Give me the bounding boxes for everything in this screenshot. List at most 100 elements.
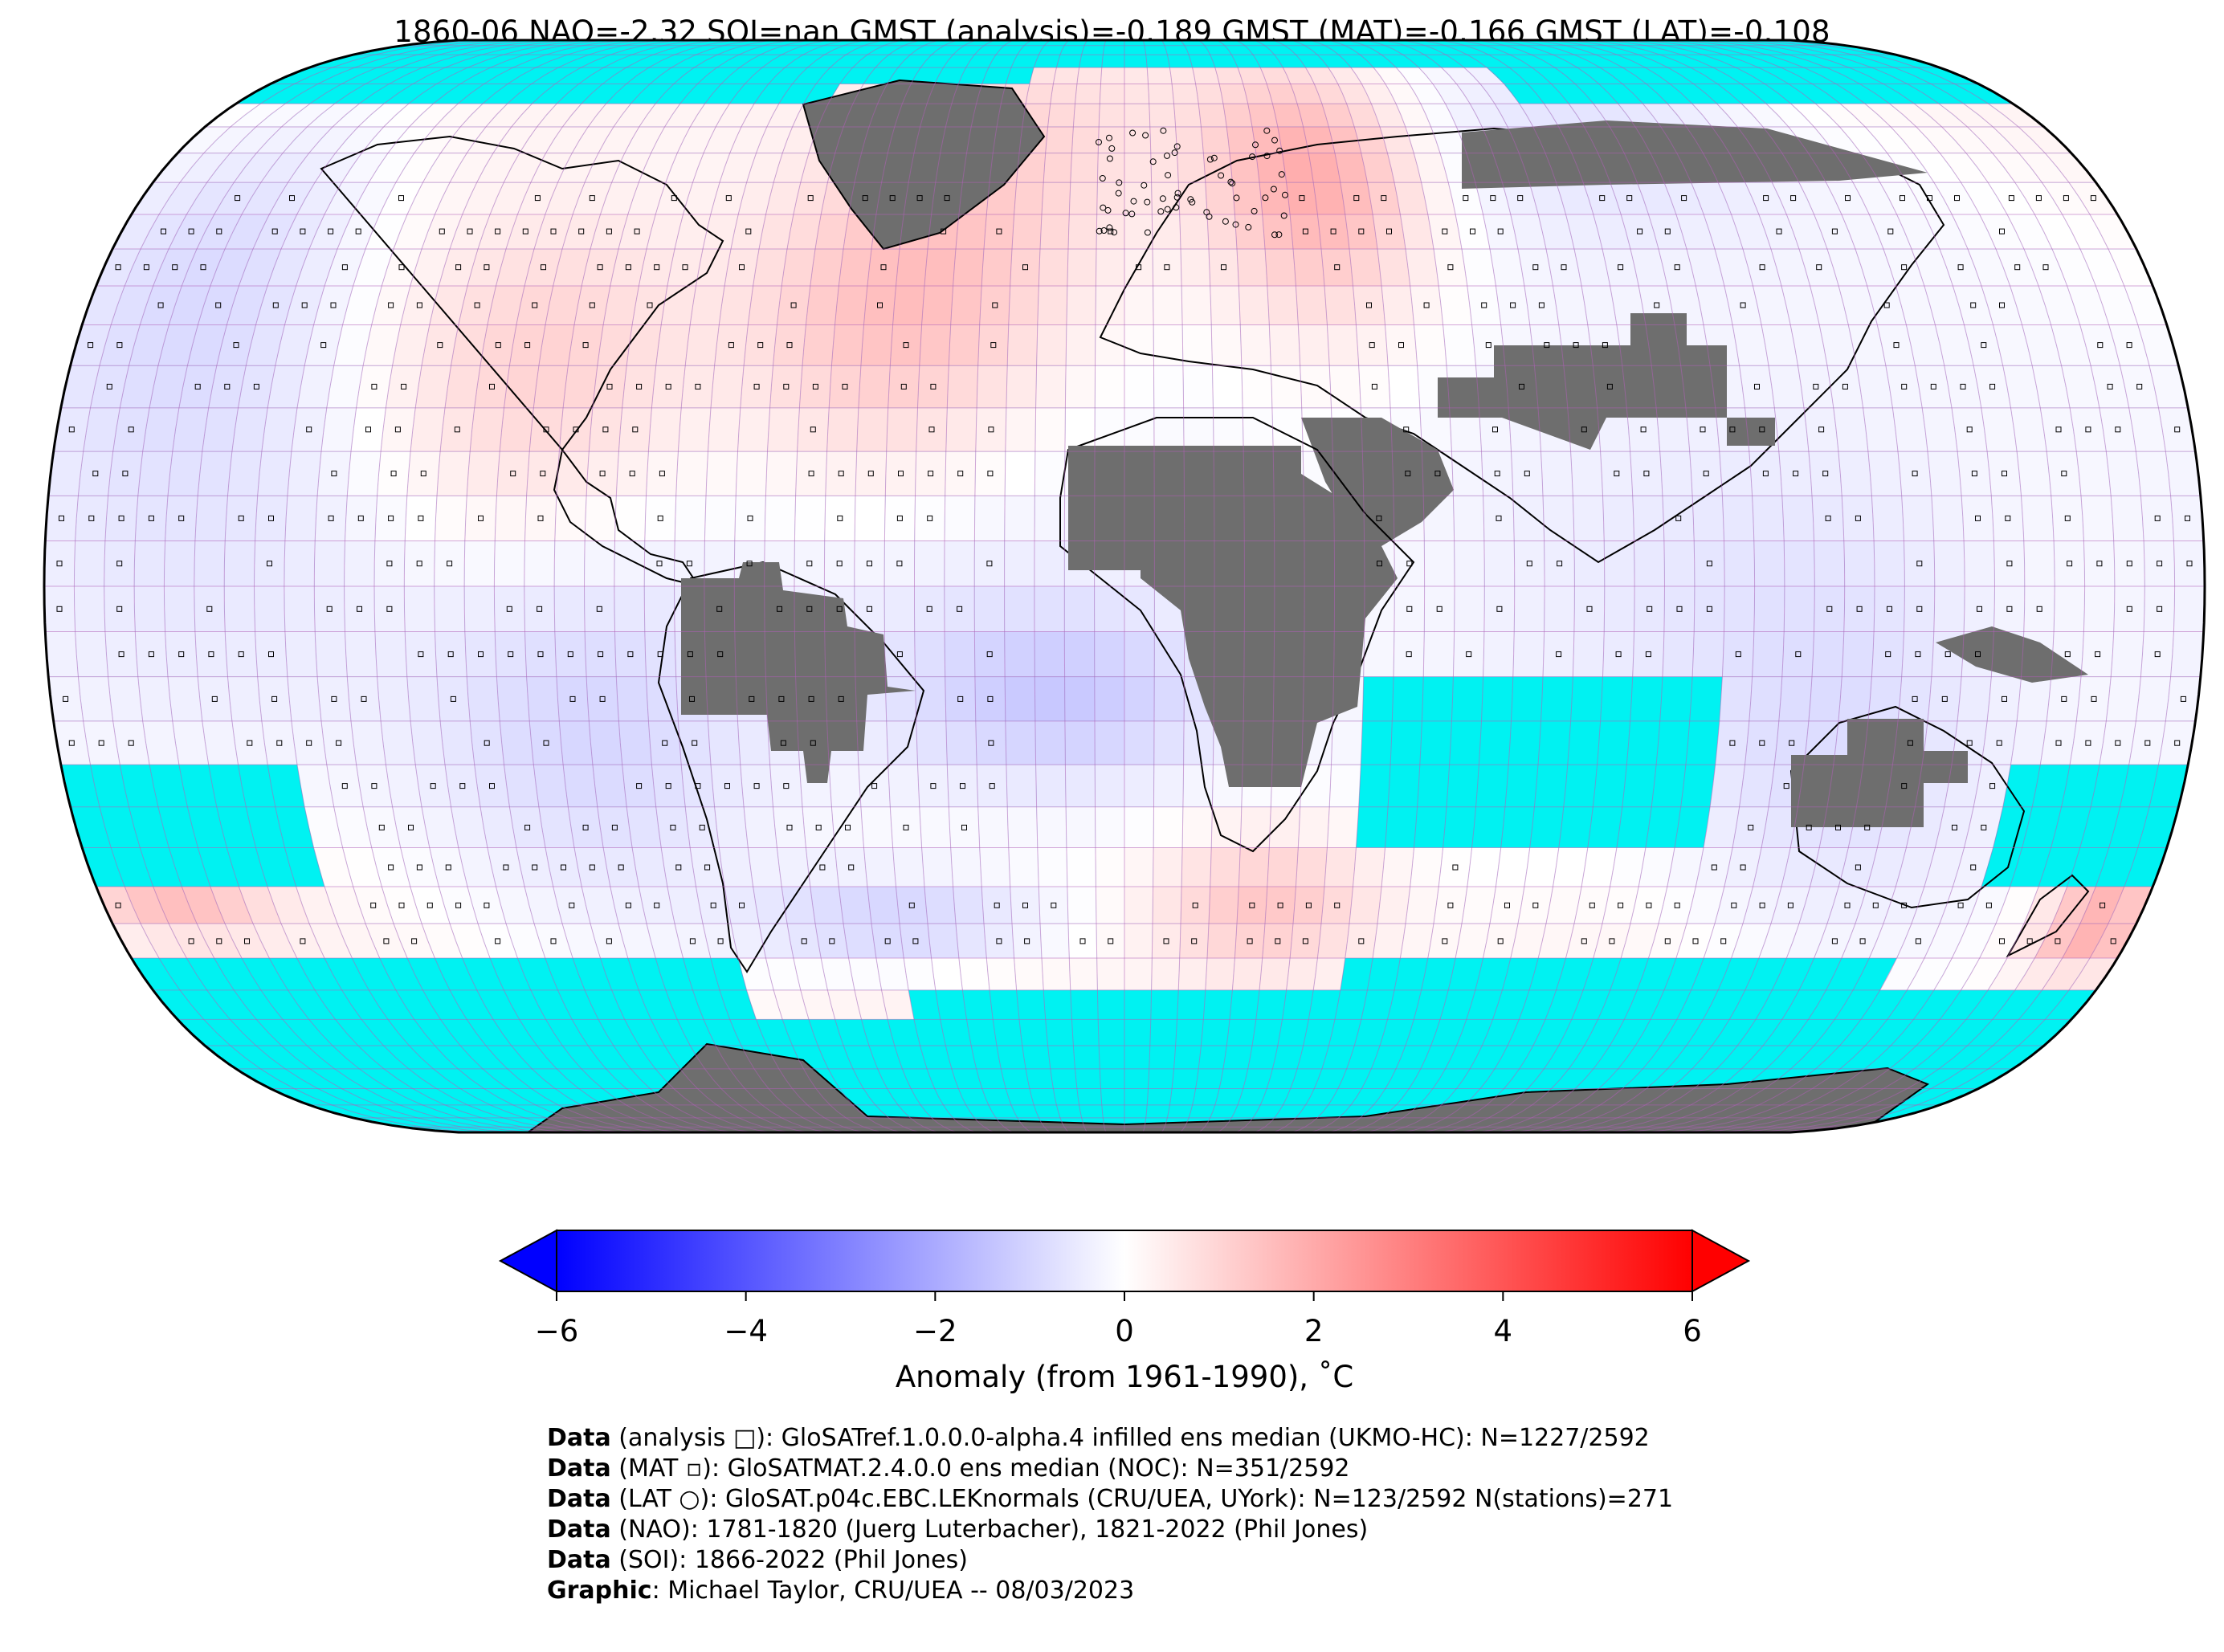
anomaly-cell — [1096, 923, 1124, 958]
analysis-marker — [2067, 561, 2073, 567]
anomaly-cell — [120, 365, 158, 408]
anomaly-cell — [1006, 765, 1037, 807]
lat-station-marker — [1173, 143, 1181, 150]
anomaly-cell — [53, 407, 91, 452]
anomaly-cell — [1211, 324, 1242, 366]
anomaly-cell — [524, 496, 557, 541]
analysis-marker — [928, 471, 934, 477]
anomaly-cell — [1039, 887, 1068, 924]
lat-station-marker — [1187, 196, 1194, 203]
analysis-marker — [2063, 195, 2069, 202]
anomaly-cell — [169, 214, 214, 250]
anomaly-cell — [281, 104, 335, 127]
analysis-marker — [420, 471, 426, 477]
anomaly-cell — [626, 806, 662, 848]
anomaly-cell — [344, 586, 375, 632]
analysis-marker — [2107, 383, 2113, 390]
analysis-marker — [987, 695, 994, 702]
analysis-marker — [739, 902, 745, 908]
anomaly-cell — [854, 540, 885, 586]
anomaly-cell — [716, 104, 754, 127]
anomaly-cell — [313, 286, 353, 325]
analysis-marker — [662, 740, 668, 746]
anomaly-cell — [296, 182, 342, 214]
land-nodata-new-guinea[interactable] — [1936, 626, 2088, 683]
land-nodata-arabia[interactable] — [1301, 418, 1454, 546]
anomaly-cell — [135, 496, 168, 541]
analysis-marker — [386, 561, 393, 567]
analysis-marker — [862, 195, 868, 202]
anomaly-cell — [793, 958, 828, 990]
anomaly-cell — [1812, 631, 1844, 677]
anomaly-cell — [1704, 214, 1743, 250]
analysis-marker — [896, 651, 903, 658]
anomaly-cell — [214, 182, 261, 214]
anomaly-cell — [639, 887, 675, 924]
anomaly-cell — [1259, 958, 1291, 990]
analysis-marker — [211, 695, 218, 702]
anomaly-cell — [639, 104, 680, 127]
anomaly-cell — [1634, 586, 1665, 632]
analysis-marker — [416, 561, 422, 567]
analysis-marker — [806, 561, 813, 567]
anomaly-cell — [867, 249, 900, 286]
anomaly-cell — [826, 407, 859, 452]
anomaly-cell — [363, 324, 401, 366]
land-nodata-africa[interactable] — [1068, 446, 1398, 787]
analysis-marker — [128, 740, 134, 746]
anomaly-cell — [773, 806, 806, 848]
anomaly-cell — [545, 847, 582, 887]
anomaly-cell — [690, 286, 725, 325]
anomaly-cell — [344, 540, 375, 586]
anomaly-cell — [945, 720, 977, 765]
land-nodata-australia[interactable] — [1791, 719, 1968, 827]
analysis-marker — [1647, 606, 1653, 612]
anomaly-cell — [787, 214, 822, 250]
anomaly-cell — [1769, 365, 1804, 408]
anomaly-cell — [351, 720, 386, 765]
anomaly-cell — [1741, 104, 1789, 127]
anomaly-cell — [1687, 249, 1724, 286]
anomaly-cell — [1349, 887, 1382, 924]
anomaly-cell — [1042, 958, 1071, 990]
anomaly-cell — [534, 214, 573, 250]
analysis-marker — [1615, 651, 1622, 658]
anomaly-cell — [1454, 586, 1485, 632]
analysis-marker — [2154, 515, 2161, 521]
lat-station-marker — [1096, 227, 1103, 235]
anomaly-cell — [1963, 104, 2018, 127]
anomaly-cell — [494, 586, 525, 632]
analysis-marker — [837, 515, 843, 521]
anomaly-cell — [665, 153, 704, 183]
anomaly-cell — [2054, 586, 2085, 632]
anomaly-cell — [1313, 182, 1345, 214]
anomaly-cell — [1181, 847, 1212, 887]
analysis-marker — [1136, 264, 1142, 271]
anomaly-cell — [858, 765, 891, 807]
anomaly-cell — [44, 540, 75, 586]
landmass-greenland[interactable] — [802, 79, 1046, 251]
colorbar-extend-max-arrow — [1691, 1229, 1751, 1293]
land-nodata-central-asia[interactable] — [1438, 313, 1775, 450]
anomaly-cell — [681, 765, 715, 807]
analysis-marker — [188, 228, 194, 235]
land-nodata-siberia[interactable] — [1462, 120, 1928, 189]
anomaly-cell — [261, 407, 297, 452]
anomaly-cell — [704, 496, 737, 541]
analysis-marker — [328, 228, 334, 235]
anomaly-cell — [1414, 153, 1449, 183]
anomaly-cell — [2140, 631, 2174, 677]
analysis-marker — [1654, 302, 1660, 308]
analysis-marker — [695, 383, 701, 390]
anomaly-cell — [2158, 407, 2196, 452]
anomaly-cell — [1719, 676, 1753, 721]
anomaly-cell — [1979, 923, 2024, 958]
anomaly-cell — [440, 720, 475, 765]
analysis-marker — [1856, 606, 1863, 612]
land-nodata-antarctica[interactable] — [479, 1042, 1930, 1165]
analysis-marker — [836, 606, 843, 612]
anomaly-cell — [806, 286, 839, 325]
analysis-marker — [1108, 938, 1114, 944]
anomaly-cell — [186, 182, 235, 214]
anomaly-cell — [1346, 104, 1380, 127]
